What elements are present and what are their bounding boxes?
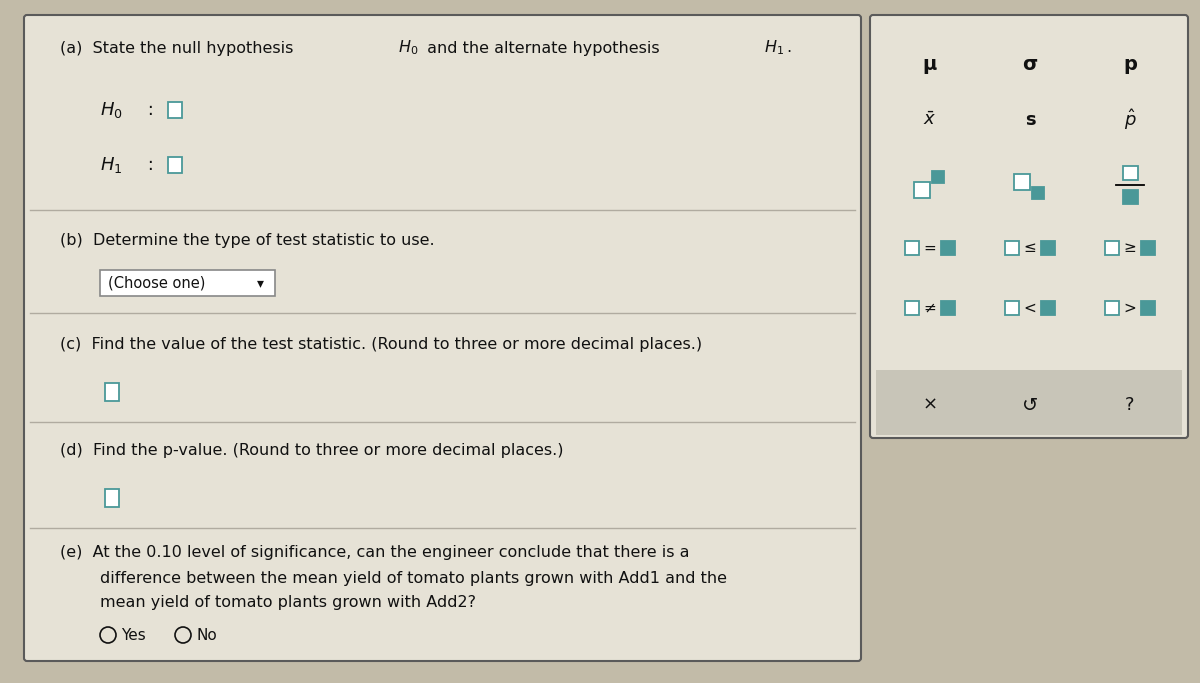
Text: (e)  At the 0.10 level of significance, can the engineer conclude that there is : (e) At the 0.10 level of significance, c…	[60, 546, 690, 561]
Bar	[914, 182, 930, 198]
Bar	[932, 171, 944, 183]
Bar	[941, 301, 955, 315]
Bar	[905, 241, 919, 255]
Bar	[1006, 301, 1019, 315]
Text: $H_1$: $H_1$	[100, 155, 122, 175]
Text: $H_1$: $H_1$	[764, 39, 784, 57]
Text: (c)  Find the value of the test statistic. (Round to three or more decimal place: (c) Find the value of the test statistic…	[60, 337, 702, 352]
Text: and the alternate hypothesis: and the alternate hypothesis	[422, 40, 665, 55]
Text: ≥: ≥	[1123, 240, 1136, 255]
Text: =: =	[924, 240, 936, 255]
Text: (Choose one): (Choose one)	[108, 275, 205, 290]
Text: (d)  Find the p-value. (Round to three or more decimal places.): (d) Find the p-value. (Round to three or…	[60, 443, 564, 458]
Text: $H_0$: $H_0$	[398, 39, 419, 57]
Bar	[1105, 301, 1120, 315]
FancyBboxPatch shape	[24, 15, 862, 661]
Text: >: >	[1123, 301, 1136, 316]
Text: .: .	[786, 40, 791, 55]
Text: μ: μ	[923, 55, 937, 74]
Text: (b)  Determine the type of test statistic to use.: (b) Determine the type of test statistic…	[60, 232, 434, 247]
Text: No: No	[196, 628, 217, 643]
Bar	[100, 270, 275, 296]
Bar	[1122, 166, 1138, 180]
Text: $H_0$: $H_0$	[100, 100, 122, 120]
Text: ≤: ≤	[1024, 240, 1037, 255]
Bar	[1032, 187, 1044, 199]
Text: $\hat{p}$: $\hat{p}$	[1123, 108, 1136, 133]
FancyBboxPatch shape	[876, 370, 1182, 435]
Bar	[1042, 241, 1055, 255]
Bar	[1042, 301, 1055, 315]
Text: p: p	[1123, 55, 1136, 74]
Bar	[106, 489, 119, 507]
Bar	[1105, 241, 1120, 255]
FancyBboxPatch shape	[870, 15, 1188, 438]
Text: Yes: Yes	[121, 628, 145, 643]
Bar	[905, 301, 919, 315]
Bar	[1141, 241, 1154, 255]
Text: ≠: ≠	[924, 301, 936, 316]
Text: σ: σ	[1022, 55, 1038, 74]
Bar	[1006, 241, 1019, 255]
Text: s: s	[1025, 111, 1036, 129]
Text: mean yield of tomato plants grown with Add2?: mean yield of tomato plants grown with A…	[100, 594, 476, 609]
Bar	[941, 241, 955, 255]
Text: <: <	[1024, 301, 1037, 316]
Text: ↺: ↺	[1022, 395, 1038, 415]
Bar	[1122, 190, 1138, 204]
Bar	[1141, 301, 1154, 315]
Bar	[1014, 174, 1030, 190]
Text: (a)  State the null hypothesis: (a) State the null hypothesis	[60, 40, 299, 55]
Text: ▾: ▾	[257, 276, 264, 290]
Text: ?: ?	[1126, 396, 1135, 414]
Text: :: :	[142, 101, 154, 119]
Text: :: :	[142, 156, 154, 174]
Bar	[106, 383, 119, 401]
Bar	[168, 102, 182, 118]
Text: $\bar{x}$: $\bar{x}$	[923, 111, 937, 129]
Text: ×: ×	[923, 396, 937, 414]
Text: difference between the mean yield of tomato plants grown with Add1 and the: difference between the mean yield of tom…	[100, 570, 727, 585]
Bar	[168, 157, 182, 173]
